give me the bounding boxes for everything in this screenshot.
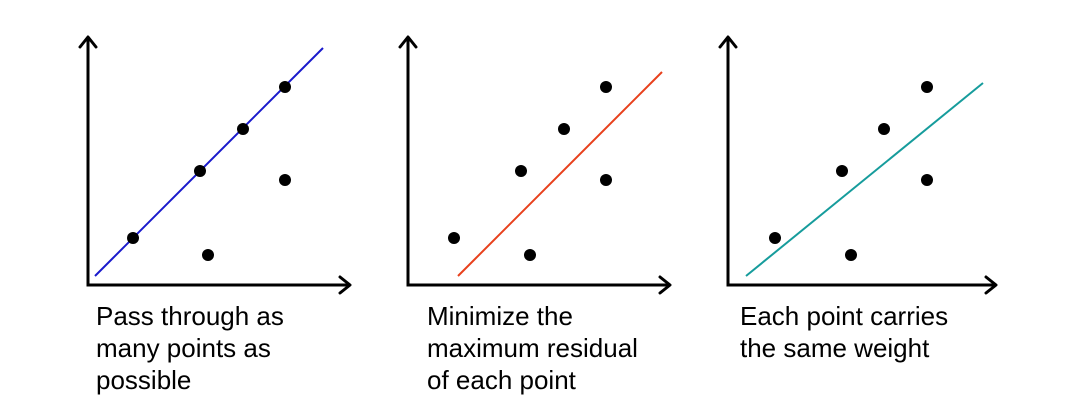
axes bbox=[406, 37, 670, 287]
point bbox=[279, 81, 291, 93]
panel: Each point carries the same weight bbox=[718, 35, 998, 363]
panel: Minimize the maximum residual of each po… bbox=[398, 35, 672, 395]
point bbox=[769, 232, 781, 244]
point bbox=[921, 174, 933, 186]
axes bbox=[86, 37, 350, 287]
caption-line: the same weight bbox=[740, 333, 930, 363]
point bbox=[279, 174, 291, 186]
axis-arrows bbox=[78, 35, 352, 295]
point bbox=[515, 165, 527, 177]
point bbox=[202, 249, 214, 261]
axis-arrows bbox=[398, 35, 672, 295]
caption-line: maximum residual bbox=[427, 333, 638, 363]
caption-line: Pass through as bbox=[96, 301, 284, 331]
point bbox=[524, 249, 536, 261]
caption-line: possible bbox=[96, 365, 191, 395]
fit-line bbox=[457, 71, 663, 277]
point bbox=[600, 174, 612, 186]
caption-line: of each point bbox=[427, 365, 577, 395]
axes bbox=[726, 37, 996, 287]
point bbox=[558, 123, 570, 135]
point bbox=[921, 81, 933, 93]
points bbox=[448, 81, 612, 261]
point bbox=[127, 232, 139, 244]
point bbox=[845, 249, 857, 261]
panel: Pass through as many points as possible bbox=[78, 35, 352, 395]
caption-line: Minimize the bbox=[427, 301, 573, 331]
points bbox=[769, 81, 933, 261]
point bbox=[237, 123, 249, 135]
point bbox=[448, 232, 460, 244]
fit-line bbox=[745, 82, 984, 277]
points bbox=[127, 81, 291, 261]
axis-arrows bbox=[718, 35, 998, 295]
point bbox=[878, 123, 890, 135]
caption-line: many points as bbox=[96, 333, 271, 363]
point bbox=[194, 165, 206, 177]
caption-line: Each point carries bbox=[740, 301, 948, 331]
point bbox=[600, 81, 612, 93]
point bbox=[836, 165, 848, 177]
